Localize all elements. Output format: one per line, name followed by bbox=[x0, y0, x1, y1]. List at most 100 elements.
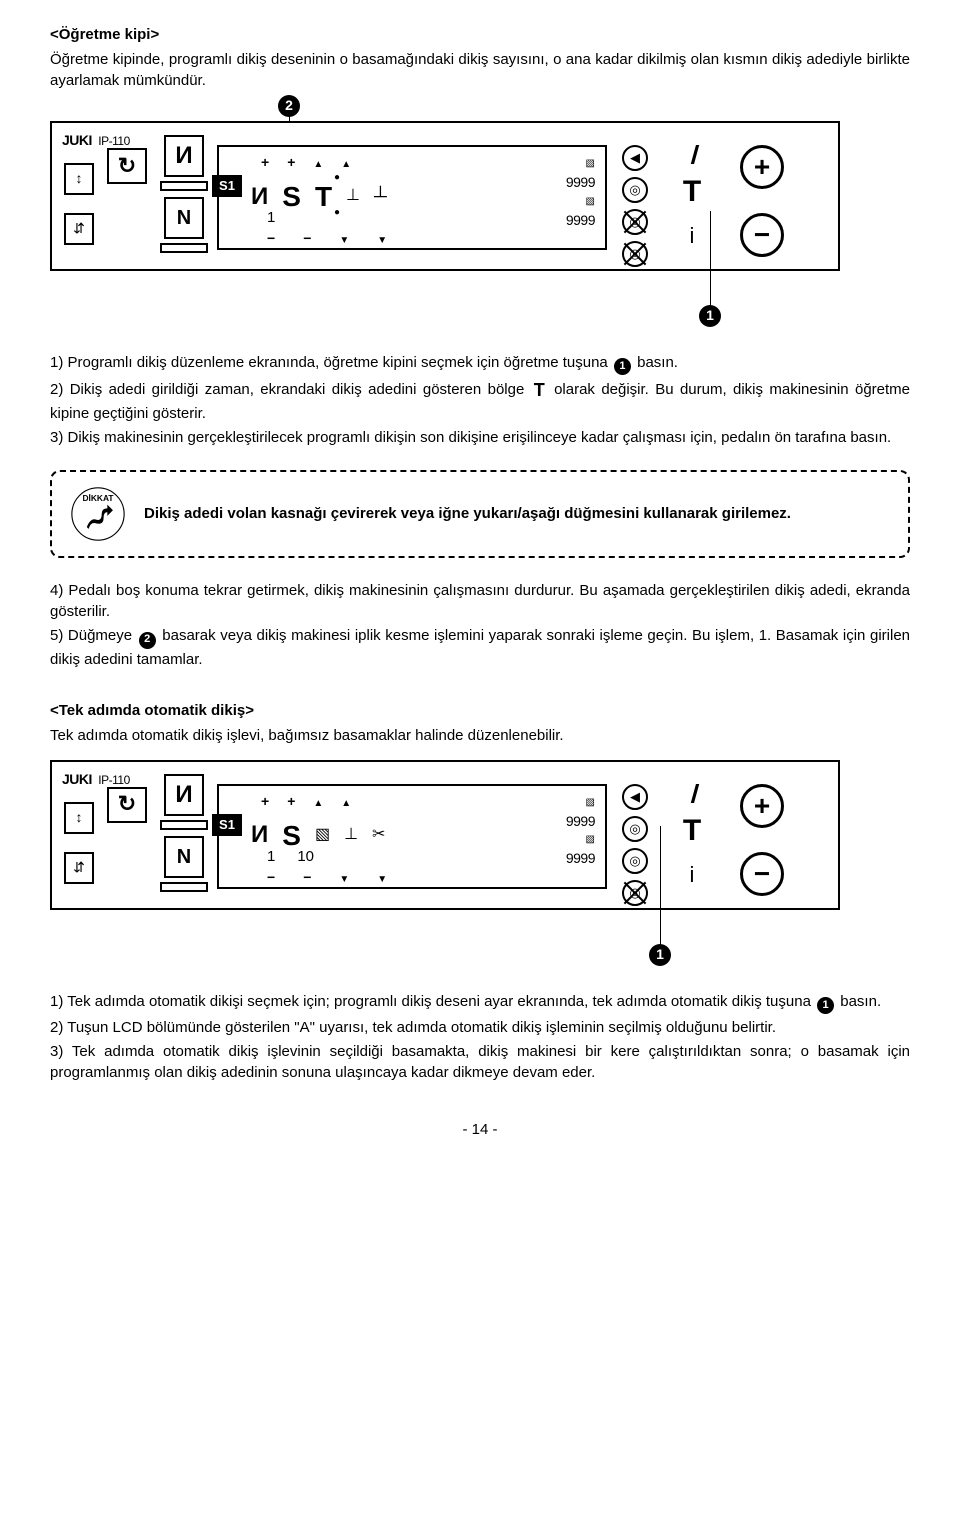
lcd-minus-row: − − bbox=[267, 868, 387, 888]
slot-1 bbox=[160, 820, 208, 830]
reset-button[interactable]: ↻ bbox=[107, 787, 147, 823]
needle-updown-button[interactable]: ↕ bbox=[64, 163, 94, 195]
scissors-icon bbox=[372, 824, 385, 846]
lcd-minus-row: − − bbox=[267, 229, 387, 249]
left-button-column: ↕ ⇵ bbox=[64, 163, 94, 245]
step-a1-text-b: basın. bbox=[633, 354, 678, 371]
knob-column: ◀ ◎ ◎ ◎ bbox=[622, 784, 648, 906]
knob-column: ◀ ◎ ◎ ◎ bbox=[622, 145, 648, 267]
page-number: - 14 - bbox=[50, 1119, 910, 1140]
section2-intro: Tek adımda otomatik dikiş işlevi, bağıms… bbox=[50, 725, 910, 746]
caution-box: DİKKAT Dikiş adedi volan kasnağı çevirer… bbox=[50, 470, 910, 558]
step-a1-text-a: 1) Programlı dikiş düzenleme ekranında, … bbox=[50, 354, 612, 371]
badge-2: 2 bbox=[139, 632, 156, 649]
step-a3: 3) Dikiş makinesinin gerçekleştirilecek … bbox=[50, 427, 910, 448]
info-button[interactable]: i bbox=[662, 221, 722, 252]
half-stitch-button[interactable]: ⇵ bbox=[64, 213, 94, 245]
minus-button[interactable]: − bbox=[740, 852, 784, 896]
plus-icon: + bbox=[287, 153, 295, 173]
knob-disabled-1: ◎ bbox=[622, 209, 648, 235]
mode-column: ↻ bbox=[107, 148, 147, 184]
badge-1: 1 bbox=[817, 997, 834, 1014]
plus-minus-column: + − bbox=[740, 784, 784, 896]
nines-bot: 9999 bbox=[566, 211, 595, 231]
plus-icon: + bbox=[261, 153, 269, 173]
sec2-s3-text: 3) Tek adımda otomatik dikiş işlevinin s… bbox=[50, 1041, 910, 1083]
plus-button[interactable]: + bbox=[740, 145, 784, 189]
slot-1 bbox=[160, 181, 208, 191]
brand-sub: IP-110 bbox=[98, 773, 129, 787]
minus-icon: − bbox=[303, 868, 311, 888]
nines-top: 9999 bbox=[566, 812, 595, 832]
sec2-s2-text: 2) Tuşun LCD bölümünde gösterilen "A" uy… bbox=[50, 1017, 910, 1038]
zigzag-button[interactable] bbox=[164, 774, 204, 816]
ip110-panel-2: JUKI IP-110 ↕ ⇵ ↻ N S1 + + S bbox=[50, 760, 840, 910]
val-1: 1 bbox=[267, 207, 275, 228]
triangle-down-icon bbox=[339, 868, 349, 888]
nines-top: 9999 bbox=[566, 173, 595, 193]
knob-bobbin[interactable]: ◎ bbox=[622, 848, 648, 874]
knob-disabled: ◎ bbox=[622, 880, 648, 906]
reset-button[interactable]: ↻ bbox=[107, 148, 147, 184]
zigzag-button[interactable] bbox=[164, 135, 204, 177]
lcd-plus-row: + + bbox=[261, 792, 351, 812]
brand-text: JUKI bbox=[62, 132, 92, 148]
knob-speed[interactable]: ◀ bbox=[622, 784, 648, 810]
t-letter: T●● bbox=[315, 177, 332, 216]
triangle-up-icon bbox=[313, 153, 323, 173]
intro-text: Öğretme kipinde, programlı dikiş desenin… bbox=[50, 49, 910, 91]
badge-1: 1 bbox=[614, 358, 631, 375]
section2-head: <Tek adımda otomatik dikiş> bbox=[50, 700, 910, 721]
sec2-step3: 3) Tek adımda otomatik dikiş işlevinin s… bbox=[50, 1041, 910, 1083]
knob-auto-a[interactable]: ◎ bbox=[622, 816, 648, 842]
caution-icon: DİKKAT bbox=[70, 486, 126, 542]
half-stitch-button[interactable]: ⇵ bbox=[64, 852, 94, 884]
info-button[interactable]: i bbox=[662, 860, 722, 891]
panel-1-wrap: 2 JUKI IP-110 ↕ ⇵ ↻ N S1 + + bbox=[50, 121, 910, 271]
callout-1b: 1 bbox=[649, 944, 671, 966]
sec2-s1-a: 1) Tek adımda otomatik dikişi seçmek içi… bbox=[50, 993, 815, 1010]
lcd-right-stack: ▧ 9999 ▧ 9999 bbox=[566, 157, 595, 230]
knob-bobbin[interactable]: ◎ bbox=[622, 177, 648, 203]
step-b5: 5) Düğmeye 2 basarak veya dikiş makinesi… bbox=[50, 625, 910, 669]
panel-2-wrap: JUKI IP-110 ↕ ⇵ ↻ N S1 + + S bbox=[50, 760, 910, 910]
minus-icon: − bbox=[303, 229, 311, 249]
callout-1b-leader bbox=[660, 826, 661, 946]
plus-button[interactable]: + bbox=[740, 784, 784, 828]
callout-1: 1 bbox=[699, 305, 721, 327]
s-letter: S bbox=[282, 177, 301, 216]
minus-icon: − bbox=[267, 868, 275, 888]
lcd-right-stack: ▧ 9999 ▧ 9999 bbox=[566, 796, 595, 869]
step-b5-text-b: basarak veya dikiş makinesi iplik kesme … bbox=[50, 627, 910, 667]
n-button[interactable]: N bbox=[164, 197, 204, 239]
teach-T-button[interactable]: T bbox=[662, 171, 722, 213]
left-button-column: ↕ ⇵ bbox=[64, 802, 94, 884]
zigzag-icon bbox=[251, 180, 268, 214]
step-a2-text-a: 2) Dikiş adedi girildiği zaman, ekrandak… bbox=[50, 381, 531, 398]
needle-updown-button[interactable]: ↕ bbox=[64, 802, 94, 834]
step-b4: 4) Pedalı boş konuma tekrar getirmek, di… bbox=[50, 580, 910, 622]
plus-icon: + bbox=[287, 792, 295, 812]
lcd-display: S1 + + S ▧ 1 10 − − bbox=[217, 784, 607, 889]
knob-speed[interactable]: ◀ bbox=[622, 145, 648, 171]
brand-text: JUKI bbox=[62, 771, 92, 787]
triangle-up-icon bbox=[313, 792, 323, 812]
minus-button[interactable]: − bbox=[740, 213, 784, 257]
presser-foot-icon bbox=[374, 184, 387, 209]
val-1: 1 bbox=[267, 846, 275, 867]
t-slider-area: // T i bbox=[662, 784, 722, 894]
pattern-column: N bbox=[160, 774, 208, 892]
zigzag-icon bbox=[251, 818, 268, 852]
teach-T-button[interactable]: T bbox=[662, 810, 722, 852]
step-a3-text: 3) Dikiş makinesinin gerçekleştirilecek … bbox=[50, 427, 910, 448]
step-a1: 1) Programlı dikiş düzenleme ekranında, … bbox=[50, 352, 910, 375]
triangle-down-icon bbox=[377, 229, 387, 249]
step-b4-text: 4) Pedalı boş konuma tekrar getirmek, di… bbox=[50, 580, 910, 622]
n-button[interactable]: N bbox=[164, 836, 204, 878]
dikkat-label: DİKKAT bbox=[82, 493, 114, 503]
lcd-display: S1 + + S T●● 1 − − bbox=[217, 145, 607, 250]
t-slider-area: // T i bbox=[662, 145, 722, 255]
knob-disabled-2: ◎ bbox=[622, 241, 648, 267]
s1-badge: S1 bbox=[212, 175, 242, 197]
step-a2: 2) Dikiş adedi girildiği zaman, ekrandak… bbox=[50, 378, 910, 424]
